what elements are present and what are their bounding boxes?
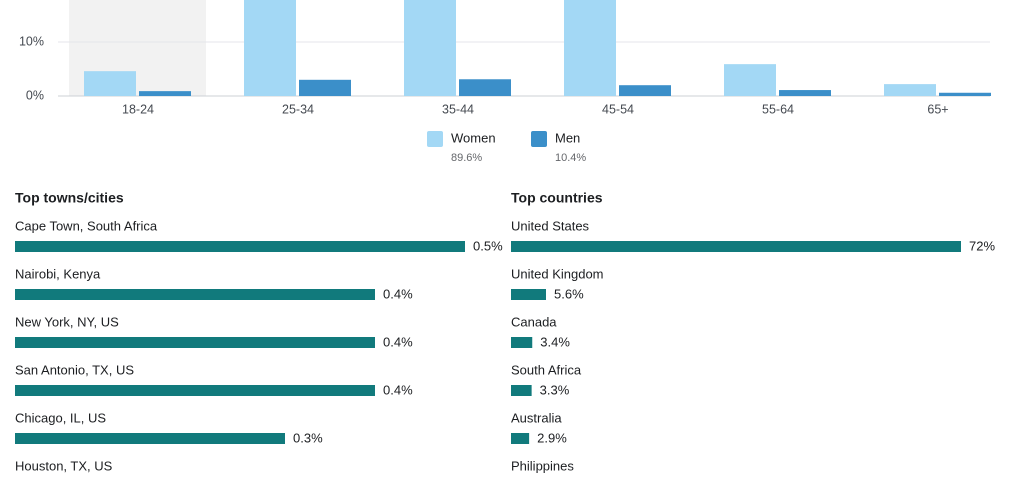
legend-label: Men	[555, 130, 580, 145]
y-tick-label: 0%	[26, 88, 44, 102]
bar	[15, 433, 285, 444]
bar	[511, 385, 532, 396]
bar	[15, 337, 375, 348]
row-label: San Antonio, TX, US	[15, 362, 134, 377]
bar	[884, 84, 936, 96]
value-label: 0.4%	[383, 382, 413, 397]
bar	[511, 241, 961, 252]
bar	[15, 385, 375, 396]
row-label: Nairobi, Kenya	[15, 266, 101, 281]
row-label: United Kingdom	[511, 266, 604, 281]
x-tick-label: 45-54	[602, 102, 634, 116]
x-tick-label: 65+	[927, 102, 948, 116]
bar	[84, 71, 136, 96]
value-label: 3.3%	[540, 382, 570, 397]
bar	[511, 289, 546, 300]
bar	[619, 85, 671, 96]
x-tick-label: 35-44	[442, 102, 474, 116]
bar	[724, 64, 776, 96]
value-label: 5.6%	[554, 286, 584, 301]
row-label: South Africa	[511, 362, 582, 377]
row-label: United States	[511, 218, 590, 233]
y-tick-label: 10%	[19, 34, 44, 48]
legend-label: Women	[451, 130, 496, 145]
row-label: Australia	[511, 410, 562, 425]
value-label: 0.5%	[473, 238, 503, 253]
value-label: 72%	[969, 238, 995, 253]
bar	[511, 433, 530, 444]
row-label: Canada	[511, 314, 557, 329]
bar	[939, 92, 991, 96]
x-tick-label: 18-24	[122, 102, 154, 116]
section-title: Top towns/cities	[15, 190, 124, 206]
bar	[15, 241, 465, 252]
row-label: Philippines	[511, 458, 574, 473]
value-label: 2.9%	[537, 430, 567, 445]
x-tick-label: 55-64	[762, 102, 794, 116]
bar	[511, 337, 533, 348]
bar	[564, 0, 616, 97]
row-label: Cape Town, South Africa	[15, 218, 158, 233]
row-label: Houston, TX, US	[15, 458, 113, 473]
bar	[244, 0, 296, 97]
bar	[15, 289, 375, 300]
bar	[404, 0, 456, 96]
bar	[299, 79, 351, 96]
section-title: Top countries	[511, 190, 603, 206]
bar	[459, 79, 511, 96]
legend-swatch	[427, 131, 443, 147]
value-label: 0.4%	[383, 334, 413, 349]
value-label: 3.4%	[540, 334, 570, 349]
bar	[779, 90, 831, 96]
value-label: 0.4%	[383, 286, 413, 301]
row-label: Chicago, IL, US	[15, 410, 106, 425]
value-label: 0.3%	[293, 430, 323, 445]
bar	[139, 91, 191, 96]
row-label: New York, NY, US	[15, 314, 119, 329]
legend-total: 89.6%	[451, 152, 482, 164]
x-tick-label: 25-34	[282, 102, 314, 116]
legend-swatch	[531, 131, 547, 147]
legend-total: 10.4%	[555, 152, 586, 164]
